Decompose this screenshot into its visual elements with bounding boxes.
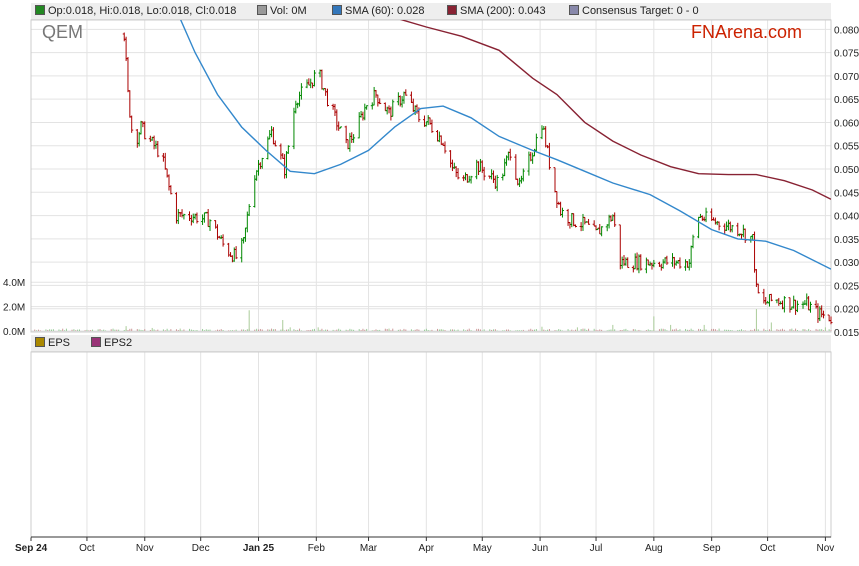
consensus-swatch: [569, 5, 579, 15]
x-tick-label: Jun: [532, 543, 548, 554]
price-tick-label: 0.055: [834, 142, 859, 153]
x-tick-label: Nov: [817, 543, 835, 554]
moving-averages: [179, 20, 831, 270]
sma60-swatch: [332, 5, 342, 15]
volume-legend: Vol: 0M: [257, 5, 307, 17]
x-tick-label: Oct: [79, 543, 95, 554]
volume-swatch: [257, 5, 267, 15]
panel-frames: [30, 19, 832, 538]
sma200-legend: SMA (200): 0.043: [447, 5, 546, 17]
sma200-legend-text: SMA (200): 0.043: [460, 5, 546, 17]
price-tick-label: 0.040: [834, 212, 859, 223]
price-tick-label: 0.080: [834, 25, 859, 36]
x-tick-label: Apr: [419, 543, 435, 554]
x-tick-label: Sep 24: [15, 543, 48, 554]
eps-legend: EPS: [35, 337, 70, 349]
x-tick-label: Feb: [308, 543, 326, 554]
price-tick-label: 0.075: [834, 49, 859, 60]
price-tick-label: 0.070: [834, 72, 859, 83]
x-tick-label: Nov: [136, 543, 154, 554]
eps-panel-frame: [30, 351, 832, 538]
price-legend-bar: Op:0.018, Hi:0.018, Lo:0.018, Cl:0.018 V…: [31, 3, 831, 20]
price-tick-label: 0.025: [834, 281, 859, 292]
consensus-legend-text: Consensus Target: 0 - 0: [582, 5, 699, 17]
gridlines: [30, 20, 831, 541]
eps-swatch: [35, 337, 45, 347]
x-tick-label: Sep: [703, 543, 721, 554]
x-tick-label: Oct: [760, 543, 776, 554]
price-tick-label: 0.050: [834, 165, 859, 176]
price-tick-label: 0.060: [834, 118, 859, 129]
sma60-legend-text: SMA (60): 0.028: [345, 5, 425, 17]
brand-logo-text[interactable]: FNArena.com: [691, 22, 803, 42]
x-tick-label: Jan 25: [243, 543, 275, 554]
volume-tick-label: 4.0M: [3, 278, 25, 289]
eps2-legend: EPS2: [91, 337, 132, 349]
eps2-legend-text: EPS2: [104, 337, 133, 349]
price-candles: [122, 32, 833, 325]
price-tick-label: 0.030: [834, 258, 859, 269]
volume-tick-label: 2.0M: [3, 303, 25, 314]
price-tick-label: 0.020: [834, 305, 859, 316]
price-tick-label: 0.015: [834, 328, 859, 339]
x-tick-label: Jul: [590, 543, 603, 554]
ohlc-swatch: [35, 5, 45, 15]
volume-tick-label: 0.0M: [3, 327, 25, 338]
sma60-line: [179, 20, 831, 270]
sma200-line: [399, 20, 831, 200]
x-tick-label: May: [473, 543, 492, 554]
eps-legend-bar: EPS EPS2: [31, 335, 831, 352]
sma60-legend: SMA (60): 0.028: [332, 5, 425, 17]
axis-labels: Sep 24 Oct Nov Dec Jan 25 Feb Mar Apr May Jun Jul A…: [3, 25, 859, 554]
ohlc-legend-text: Op:0.018, Hi:0.018, Lo:0.018, Cl:0.018: [48, 5, 237, 17]
eps2-swatch: [91, 337, 101, 347]
x-tick-label: Mar: [360, 543, 378, 554]
x-tick-label: Dec: [192, 543, 210, 554]
price-tick-label: 0.045: [834, 188, 859, 199]
x-tick-label: Aug: [645, 543, 663, 554]
volume-bars: [34, 309, 832, 331]
price-tick-label: 0.065: [834, 95, 859, 106]
eps-legend-text: EPS: [48, 337, 71, 349]
price-tick-label: 0.035: [834, 235, 859, 246]
price-panel-frame: [30, 19, 832, 333]
volume-legend-text: Vol: 0M: [270, 5, 307, 17]
ticker-symbol: QEM: [42, 22, 84, 42]
ohlc-legend: Op:0.018, Hi:0.018, Lo:0.018, Cl:0.018: [35, 5, 236, 17]
consensus-legend: Consensus Target: 0 - 0: [569, 5, 699, 17]
sma200-swatch: [447, 5, 457, 15]
